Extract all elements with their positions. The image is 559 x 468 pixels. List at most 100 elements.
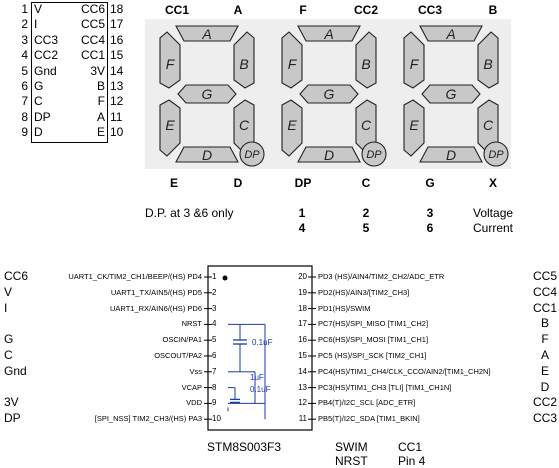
segment-e [403, 99, 425, 157]
bottom-label-dp: DP [294, 176, 312, 190]
digit-number-3: 3 [426, 206, 434, 220]
right-pin-label: PD3 (HS)/AIN4/TIM2_CH2/ADC_ETR [318, 272, 445, 281]
segment-label-e: E [287, 117, 297, 133]
bottom-label-e: E [169, 176, 179, 190]
left-pin-number: 4 [212, 319, 217, 329]
decimal-point-label: DP [488, 149, 504, 161]
right-pin-label: PC4(HS)/TIM1_CH4/CLK_CCO/AIN2/[TIM1_CH2N… [318, 366, 491, 376]
pinout-left-number: 8 [21, 109, 28, 124]
left-connection-label: CC6 [4, 269, 29, 283]
right-pin-label: PD2(HS)/AIN3/[TIM2_CH3] [318, 287, 410, 297]
right-pin-number: 13 [298, 382, 307, 392]
right-pin-number: 14 [298, 366, 307, 376]
pinout-right-number: 15 [110, 48, 124, 63]
bottom-label-g: G [425, 176, 435, 190]
left-pin-label: NRST [181, 319, 202, 329]
segment-label-g: G [324, 86, 335, 102]
right-connection-label: A [540, 348, 550, 362]
segment-a [419, 25, 483, 42]
pinout-right-signal: CC6 [80, 2, 105, 16]
pinout-right-signal: 3V [90, 63, 105, 78]
right-pin-number: 20 [298, 272, 307, 281]
pinout-right-signal: B [96, 79, 105, 93]
segment-label-c: C [239, 117, 250, 133]
digit-number-4: 4 [298, 221, 306, 235]
left-pin-label: UART1_RX/AIN6/(HS) PD6 [110, 303, 202, 313]
top-label-b: B [488, 3, 498, 17]
segment-label-d: D [324, 147, 334, 163]
note-cc1: CC1 [398, 440, 423, 454]
segment-b [355, 31, 377, 89]
pinout-right-signal: A [96, 109, 105, 124]
pin1-marker [222, 275, 228, 281]
left-pin-label: Vss [189, 366, 202, 376]
digit-number-6: 6 [426, 221, 434, 235]
bottom-label-x: X [488, 176, 498, 190]
pinout-left-number: 5 [21, 63, 28, 78]
segment-b [477, 31, 499, 89]
decimal-point [361, 141, 387, 167]
segment-label-d: D [202, 147, 212, 163]
left-pin-label: UART1_TX/AIN5/(HS) PD5 [110, 287, 202, 297]
segment-a [175, 25, 239, 42]
right-pin-label: PC7(HS)/SPI_MISO [TIM1_CH2] [318, 319, 429, 329]
right-pin-number: 12 [298, 398, 307, 408]
left-pin-label: UART1_CK/TIM2_CH1/BEEP/(HS) PD4 [68, 272, 202, 281]
pinout-right-number: 12 [110, 94, 124, 109]
pinout-left-number: 7 [21, 94, 28, 109]
segment-f [281, 31, 303, 89]
pinout-right-signal: CC5 [80, 17, 105, 32]
top-label-cc1: CC1 [164, 3, 190, 17]
pinout-left-signal: Gnd [34, 63, 57, 78]
cap-c1-label: 0.1uF [252, 338, 273, 347]
top-label-cc2: CC2 [353, 3, 379, 17]
left-connection-label: V [4, 284, 13, 299]
segment-g [421, 84, 481, 104]
note-pin4: Pin 4 [398, 454, 426, 468]
cap-c3-label: 0.1uF [250, 385, 271, 394]
pinout-right-number: 18 [110, 2, 124, 16]
left-pin-number: 3 [212, 303, 217, 313]
right-pin-number: 19 [298, 287, 307, 297]
right-connection-label: CC1 [532, 300, 558, 315]
segment-f [159, 31, 181, 89]
pinout-left-signal: DP [34, 109, 51, 124]
pinout-left-number: 4 [21, 48, 28, 63]
segment-g [299, 84, 359, 104]
left-pin-label: VDD [186, 398, 202, 408]
right-connection-label: E [540, 363, 550, 378]
left-pin-number: 6 [212, 351, 217, 360]
segment-label-f: F [410, 56, 420, 72]
right-connection-label: CC3 [532, 411, 558, 426]
left-pin-number: 8 [212, 382, 217, 392]
chip-name: STM8S003F3 [207, 440, 282, 454]
left-pin-label: VCAP [181, 382, 202, 392]
cap-c2-label: 1uF [250, 373, 264, 382]
pinout-left-number: 1 [21, 2, 28, 16]
right-pin-label: PC5 (HS)/SPI_SCK [TIM2_CH1] [318, 351, 427, 360]
left-pin-number: 7 [212, 366, 217, 376]
segment-d [297, 146, 361, 163]
bottom-label-c: C [361, 176, 371, 190]
pinout-right-signal: CC4 [80, 32, 105, 47]
pinout-left-signal: CC3 [34, 32, 59, 47]
left-pin-number: 9 [212, 398, 217, 408]
segment-a [297, 25, 361, 42]
note-nrst: NRST [335, 454, 368, 468]
right-connection-label: CC4 [532, 284, 558, 299]
right-pin-number: 17 [298, 319, 307, 329]
right-pin-label: PB4(T)/I2C_SCL [ADC_ETR] [318, 398, 416, 408]
pinout-right-number: 11 [110, 109, 123, 124]
pinout-left-signal: CC2 [34, 48, 59, 63]
segment-label-b: B [361, 56, 370, 72]
segment-label-a: A [201, 26, 211, 42]
left-connection-label: G [4, 332, 14, 347]
right-pin-number: 18 [298, 303, 307, 313]
right-connection-label: B [540, 316, 550, 331]
bottom-label-d: D [233, 176, 243, 190]
voltage-label: Voltage [473, 206, 514, 220]
pinout-right-signal: E [96, 125, 105, 140]
segment-label-a: A [323, 26, 333, 42]
